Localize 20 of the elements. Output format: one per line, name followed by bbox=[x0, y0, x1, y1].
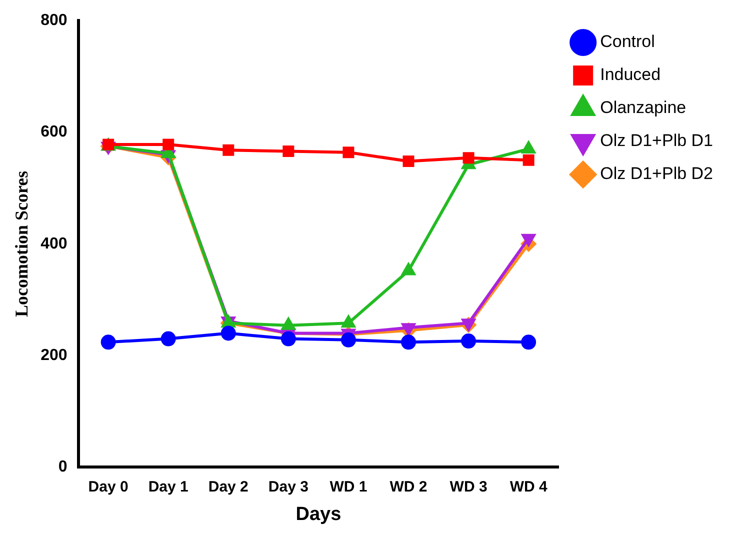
x-tick-label: Day 3 bbox=[268, 478, 308, 496]
x-tick-label: WD 1 bbox=[330, 478, 368, 496]
y-tick-label: 800 bbox=[40, 12, 68, 30]
y-tick-label: 600 bbox=[40, 124, 68, 141]
y-tick-label: 400 bbox=[40, 235, 68, 252]
y-tick-label: 0 bbox=[58, 458, 68, 476]
legend-label: Olanzapine bbox=[600, 98, 686, 118]
x-tick-label: Day 1 bbox=[148, 478, 188, 496]
legend-label: Olz D1+Plb D1 bbox=[600, 131, 714, 150]
x-axis-title: Days bbox=[296, 504, 342, 525]
x-tick-label: WD 2 bbox=[390, 478, 428, 496]
x-tick-label: Day 2 bbox=[208, 478, 248, 496]
legend-label: Control bbox=[600, 32, 655, 52]
x-tick-label: WD 3 bbox=[450, 478, 488, 496]
legend-label: Induced bbox=[600, 65, 661, 84]
x-tick-label: WD 4 bbox=[510, 478, 548, 496]
y-tick-label: 200 bbox=[40, 346, 68, 364]
y-axis-title: Locomotion Scores bbox=[11, 170, 32, 317]
x-tick-label: Day 0 bbox=[88, 478, 128, 496]
legend-label: Olz D1+Plb D2 bbox=[600, 164, 714, 184]
